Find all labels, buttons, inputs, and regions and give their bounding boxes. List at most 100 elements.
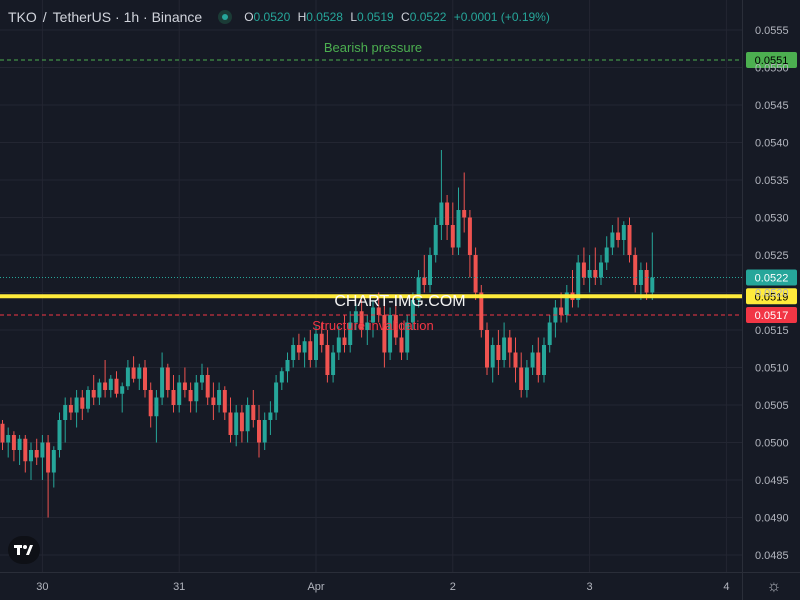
candle-body [433,225,438,255]
candle-body [0,423,5,443]
bearish-pressure-label: Bearish pressure [324,40,422,55]
candle-body [23,438,28,462]
x-tick-label: 2 [450,581,456,593]
candle-body [211,397,216,405]
candle-body [251,405,256,420]
level-lines: Bearish pressure Structure invalidation 0.… [0,40,797,333]
candle-body [302,341,307,353]
invalidation-price-badge: 0.0517 [755,310,789,322]
candle-body [507,337,512,353]
candle-body [331,352,336,375]
candle-body [182,382,187,390]
settings-gear-icon[interactable]: ☼ [766,578,782,595]
candle-body [564,292,569,315]
candle-body [536,352,541,375]
candle-body [581,262,586,278]
candle-body [160,367,165,398]
candle-body [154,397,159,417]
candle-body [148,390,153,417]
candle-body [86,390,90,409]
candle-body [285,360,290,372]
candle-body [97,382,102,398]
candle-body [274,382,279,413]
candle-body [342,337,347,345]
candle-body [200,375,204,383]
grid-lines [0,0,742,572]
chart-legend: TKO / TetherUS · 1h · Binance O0.0520 H0… [8,6,550,28]
quote-label: TetherUS [52,9,112,25]
candle-body [638,270,643,285]
candle-body [467,217,472,255]
yellow-price-badge: 0.0519 [755,291,789,303]
tradingview-logo-icon[interactable] [8,536,40,564]
y-tick-label: 0.0530 [755,213,789,225]
candle-body [291,345,296,360]
change-value: +0.0001 (+0.19%) [453,10,550,24]
candle-body [644,270,649,293]
y-tick-label: 0.0495 [755,475,789,487]
last-price-badge: 0.0522 [755,273,789,285]
candle-body [621,225,626,240]
y-tick-label: 0.0535 [755,175,789,187]
candle-body [46,442,51,473]
candle-body [496,345,501,360]
candle-body [365,322,370,330]
candle-body [399,337,404,353]
candle-body [239,412,244,432]
candle-body [137,367,142,379]
candle-body [222,390,227,413]
y-tick-label: 0.0555 [755,25,789,37]
candle-body [91,390,96,398]
symbol-label[interactable]: TKO [8,9,37,25]
candle-body [40,442,45,458]
bearish-price-badge: 0.0551 [755,55,789,67]
y-tick-label: 0.0510 [755,363,789,375]
ohlc-values: O0.0520 H0.0528 L0.0519 C0.0522 +0.0001 … [244,10,550,24]
candle-body [103,382,108,390]
candle-body [439,202,444,225]
candle-body [542,345,546,375]
candle-body [29,450,33,462]
candle-body [353,311,358,323]
candle-body [205,375,210,398]
candle-body [268,412,273,420]
watermark-text: CHART-IMG.COM [334,293,465,310]
candle-body [120,386,125,394]
open-value: 0.0520 [253,10,291,24]
candle-body [610,232,615,248]
high-value: 0.0528 [306,10,343,24]
candle-body [633,255,638,285]
x-tick-label: 4 [723,581,729,593]
low-label: L [350,10,357,24]
low-value: 0.0519 [357,10,394,24]
candle-body [217,390,222,405]
candle-body [473,255,478,293]
candle-body [479,292,484,330]
y-tick-label: 0.0490 [755,513,789,525]
candle-body [547,322,552,345]
candle-body [262,420,267,443]
y-tick-label: 0.0520 [755,288,789,300]
bearish-price-badge-bg [746,52,797,68]
candle-body [68,405,73,413]
candle-body [348,322,353,345]
candle-body [393,315,398,338]
plot-background [0,0,742,572]
candle-body [34,450,39,458]
candle-body [382,315,387,353]
candle-body [143,367,147,390]
candle-body [593,270,598,278]
candle-body [599,262,603,278]
candle-body [456,210,461,248]
candle-body [319,333,324,345]
candle-body [462,210,467,218]
yellow-price-badge-bg [746,288,797,305]
candle-body [445,202,450,225]
candle-body [576,262,581,300]
candle-body [131,367,136,379]
market-status-icon [218,10,233,24]
candle-body [63,405,68,420]
candle-body [604,247,609,263]
candle-body [388,315,393,353]
